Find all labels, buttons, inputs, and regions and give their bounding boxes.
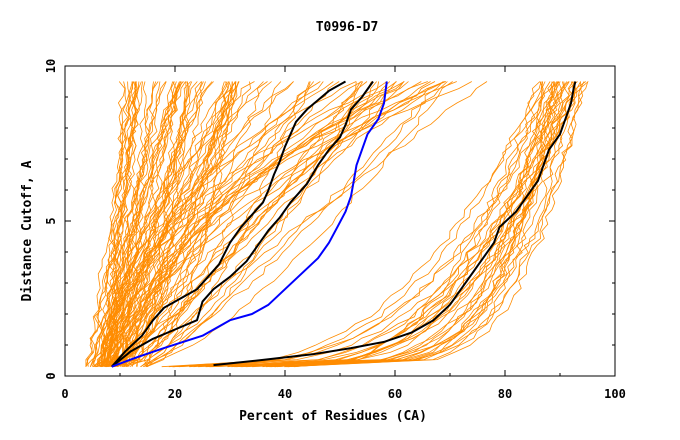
highlighted-series-1 xyxy=(111,80,374,368)
model-curve xyxy=(146,81,268,367)
model-curve xyxy=(123,81,294,367)
model-curve xyxy=(105,81,188,368)
y-tick-label: 10 xyxy=(44,59,58,73)
model-curve xyxy=(108,81,147,367)
highlighted-series-3 xyxy=(111,81,388,368)
model-curve xyxy=(95,81,237,368)
model-curve xyxy=(168,81,542,368)
model-curve xyxy=(103,81,183,367)
background-model-curves xyxy=(85,81,589,368)
model-curve xyxy=(86,81,137,367)
model-curve xyxy=(234,81,544,368)
model-curve xyxy=(108,81,240,367)
highlighted-series-2 xyxy=(111,80,346,368)
model-curve xyxy=(116,81,361,367)
model-curve xyxy=(122,81,264,367)
model-curve xyxy=(143,81,391,367)
model-curve xyxy=(97,81,388,367)
model-curve xyxy=(274,81,562,368)
model-curve xyxy=(146,81,378,368)
model-curve xyxy=(110,81,272,367)
model-curve xyxy=(227,81,586,368)
model-curve xyxy=(236,81,570,368)
model-curve xyxy=(106,81,182,367)
model-curve xyxy=(117,81,368,367)
model-curve xyxy=(100,81,294,367)
model-curve xyxy=(85,81,180,367)
model-curve xyxy=(85,81,143,367)
model-curve xyxy=(115,81,457,367)
y-tick-label: 0 xyxy=(44,372,58,379)
model-curve xyxy=(105,81,357,368)
y-tick-label: 5 xyxy=(44,217,58,224)
model-curve xyxy=(101,81,397,368)
highlighted-series-4 xyxy=(213,81,577,367)
x-tick-label: 0 xyxy=(61,387,68,401)
model-curve xyxy=(173,81,553,368)
model-curve xyxy=(126,81,251,367)
x-tick-label: 60 xyxy=(388,387,402,401)
model-curve xyxy=(124,81,446,367)
chart-title: T0996-D7 xyxy=(316,20,379,35)
model-curve xyxy=(147,81,448,367)
model-curve xyxy=(123,81,422,367)
model-curve xyxy=(144,81,282,368)
model-curve xyxy=(100,81,436,367)
model-curve xyxy=(274,81,568,368)
model-curve xyxy=(209,81,555,368)
model-curve xyxy=(103,81,397,367)
y-axis-label: Distance Cutoff, A xyxy=(20,160,35,301)
model-curve xyxy=(205,81,557,368)
model-curve xyxy=(245,81,574,368)
x-axis-label: Percent of Residues (CA) xyxy=(239,409,427,424)
x-tick-label: 20 xyxy=(168,387,182,401)
model-curve xyxy=(113,81,159,367)
model-curve xyxy=(127,81,405,367)
model-curve xyxy=(285,81,560,368)
x-tick-label: 80 xyxy=(498,387,512,401)
model-curve xyxy=(270,81,589,368)
model-curve xyxy=(193,81,546,368)
model-curve xyxy=(126,81,379,368)
model-curve xyxy=(129,81,372,368)
model-curve xyxy=(142,81,444,368)
axes: 0 20 40 60 80 100 0 5 10 xyxy=(44,59,626,401)
model-curve xyxy=(161,81,561,368)
model-curve xyxy=(99,81,357,367)
model-curve xyxy=(276,81,582,368)
model-curve xyxy=(209,81,589,368)
model-curve xyxy=(178,81,578,368)
model-curve xyxy=(136,81,324,367)
model-curve xyxy=(140,81,310,368)
highlighted-model-curves xyxy=(111,80,577,368)
model-curve xyxy=(114,81,409,367)
model-curve xyxy=(85,81,184,367)
model-curve xyxy=(123,81,364,368)
model-curve xyxy=(287,81,585,368)
model-curve xyxy=(117,81,174,368)
model-curve xyxy=(91,81,161,367)
x-tick-label: 100 xyxy=(604,387,626,401)
model-curve xyxy=(108,81,190,367)
model-curve xyxy=(121,81,255,367)
x-tick-label: 40 xyxy=(278,387,292,401)
model-curve xyxy=(131,81,472,367)
model-curve xyxy=(136,81,445,367)
